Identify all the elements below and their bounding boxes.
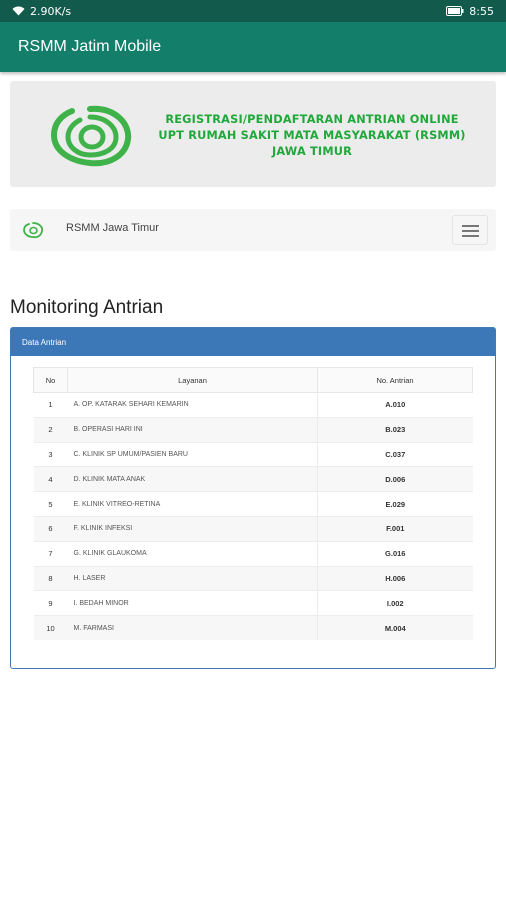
row-antrian: H.006 xyxy=(317,565,473,591)
row-antrian: F.001 xyxy=(317,515,473,542)
row-no: 10 xyxy=(33,615,68,641)
row-layanan: E. KLINIK VITREO-RETINA xyxy=(67,491,318,517)
row-layanan: C. KLINIK SP UMUM/PASIEN BARU xyxy=(67,441,318,467)
panel-heading: Data Antrian xyxy=(11,328,495,356)
banner-line-3: JAWA TIMUR xyxy=(271,145,353,158)
row-layanan: M. FARMASI xyxy=(67,615,318,641)
row-layanan: I. BEDAH MINOR xyxy=(67,590,318,616)
row-layanan: F. KLINIK INFEKSI xyxy=(67,515,318,542)
row-antrian: G.016 xyxy=(317,540,473,567)
rsmm-logo-small-icon[interactable] xyxy=(22,221,44,239)
row-antrian: C.037 xyxy=(317,441,473,467)
row-no: 1 xyxy=(33,392,68,418)
hamburger-icon xyxy=(462,225,479,227)
table-row: 4 D. KLINIK MATA ANAK D.006 xyxy=(33,466,473,492)
banner-line-1: REGISTRASI/PENDAFTARAN ANTRIAN ONLINE xyxy=(165,113,459,126)
status-right: 8:55 xyxy=(446,5,494,18)
table-row: 2 B. OPERASI HARI INI B.023 xyxy=(33,416,473,443)
page-title: Monitoring Antrian xyxy=(10,297,164,318)
row-antrian: I.002 xyxy=(317,590,473,616)
header-antrian: No. Antrian xyxy=(317,367,473,393)
navbar-brand[interactable]: RSMM Jawa Timur xyxy=(66,222,159,234)
row-no: 9 xyxy=(33,590,68,616)
table-row: 9 I. BEDAH MINOR I.002 xyxy=(33,590,473,616)
app-title: RSMM Jatim Mobile xyxy=(18,38,162,55)
row-layanan: B. OPERASI HARI INI xyxy=(67,416,318,443)
hamburger-icon-bar xyxy=(462,235,479,237)
wifi-icon xyxy=(12,6,25,16)
table-header-row: No Layanan No. Antrian xyxy=(33,367,473,393)
hamburger-icon-bar xyxy=(462,230,479,232)
row-no: 3 xyxy=(33,441,68,467)
row-no: 5 xyxy=(33,491,68,517)
row-no: 8 xyxy=(33,565,68,591)
menu-toggle-button[interactable] xyxy=(452,215,488,245)
status-left: 2.90K/s xyxy=(12,5,71,18)
row-antrian: E.029 xyxy=(317,491,473,517)
table-row: 5 E. KLINIK VITREO-RETINA E.029 xyxy=(33,491,473,517)
row-layanan: H. LASER xyxy=(67,565,318,591)
queue-table: No Layanan No. Antrian 1 A. OP. KATARAK … xyxy=(33,367,473,641)
table-row: 6 F. KLINIK INFEKSI F.001 xyxy=(33,515,473,542)
app-bar: RSMM Jatim Mobile xyxy=(0,22,506,72)
row-no: 4 xyxy=(33,466,68,492)
row-antrian: M.004 xyxy=(317,615,473,641)
row-antrian: A.010 xyxy=(317,392,473,418)
status-bar: 2.90K/s 8:55 xyxy=(0,0,506,22)
web-content: REGISTRASI/PENDAFTARAN ANTRIAN ONLINE UP… xyxy=(0,81,506,669)
table-row: 10 M. FARMASI M.004 xyxy=(33,615,473,641)
row-layanan: A. OP. KATARAK SEHARI KEMARIN xyxy=(67,392,318,418)
row-layanan: D. KLINIK MATA ANAK xyxy=(67,466,318,492)
header-no: No xyxy=(33,367,68,393)
row-no: 2 xyxy=(33,416,68,443)
header-layanan: Layanan xyxy=(67,367,318,393)
table-row: 7 G. KLINIK GLAUKOMA G.016 xyxy=(33,540,473,567)
table-row: 8 H. LASER H.006 xyxy=(33,565,473,591)
header-banner: REGISTRASI/PENDAFTARAN ANTRIAN ONLINE UP… xyxy=(10,81,496,187)
rsmm-logo-icon xyxy=(50,105,132,167)
banner-text: REGISTRASI/PENDAFTARAN ANTRIAN ONLINE UP… xyxy=(142,112,482,160)
network-speed: 2.90K/s xyxy=(30,4,72,18)
banner-line-2: UPT RUMAH SAKIT MATA MASYARAKAT (RSMM) xyxy=(158,129,466,142)
row-antrian: B.023 xyxy=(317,416,473,443)
queue-panel: Data Antrian No Layanan No. Antrian 1 A.… xyxy=(10,327,496,669)
table-row: 3 C. KLINIK SP UMUM/PASIEN BARU C.037 xyxy=(33,441,473,467)
row-no: 6 xyxy=(33,515,68,542)
table-row: 1 A. OP. KATARAK SEHARI KEMARIN A.010 xyxy=(33,392,473,418)
battery-icon xyxy=(446,6,464,16)
row-no: 7 xyxy=(33,540,68,567)
panel-body: No Layanan No. Antrian 1 A. OP. KATARAK … xyxy=(11,356,495,641)
row-layanan: G. KLINIK GLAUKOMA xyxy=(67,540,318,567)
clock: 8:55 xyxy=(469,4,494,18)
row-antrian: D.006 xyxy=(317,466,473,492)
site-navbar: RSMM Jawa Timur xyxy=(10,209,496,251)
